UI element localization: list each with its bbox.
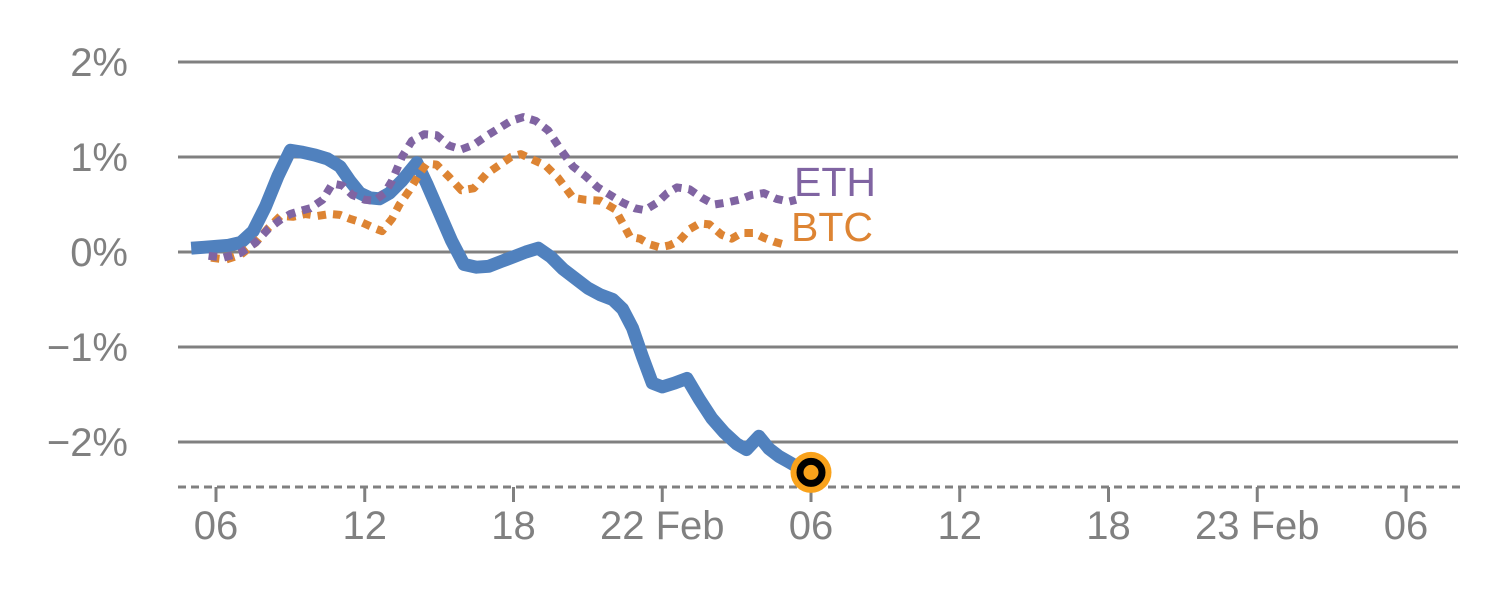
x-tick-label: 23 Feb (1195, 504, 1320, 548)
x-tick-label: 06 (789, 504, 834, 548)
y-tick-label: −2% (47, 421, 128, 465)
btc-line (210, 150, 785, 264)
x-tick-label: 06 (194, 504, 239, 548)
latest-point-marker (796, 457, 826, 487)
eth-line (208, 113, 798, 262)
x-tick-label: 12 (343, 504, 388, 548)
x-tick-label: 18 (1086, 504, 1131, 548)
eth-series-label: ETH (794, 159, 876, 205)
x-tick-label: 12 (938, 504, 983, 548)
y-tick-label: −1% (47, 326, 128, 370)
btc-series-label: BTC (791, 204, 873, 250)
y-tick-label: 1% (70, 136, 128, 180)
x-tick-label: 06 (1384, 504, 1429, 548)
y-tick-label: 0% (70, 231, 128, 275)
x-tick-label: 18 (491, 504, 536, 548)
primary-line (190, 143, 814, 479)
x-tick-label: 22 Feb (600, 504, 725, 548)
y-tick-label: 2% (70, 41, 128, 85)
